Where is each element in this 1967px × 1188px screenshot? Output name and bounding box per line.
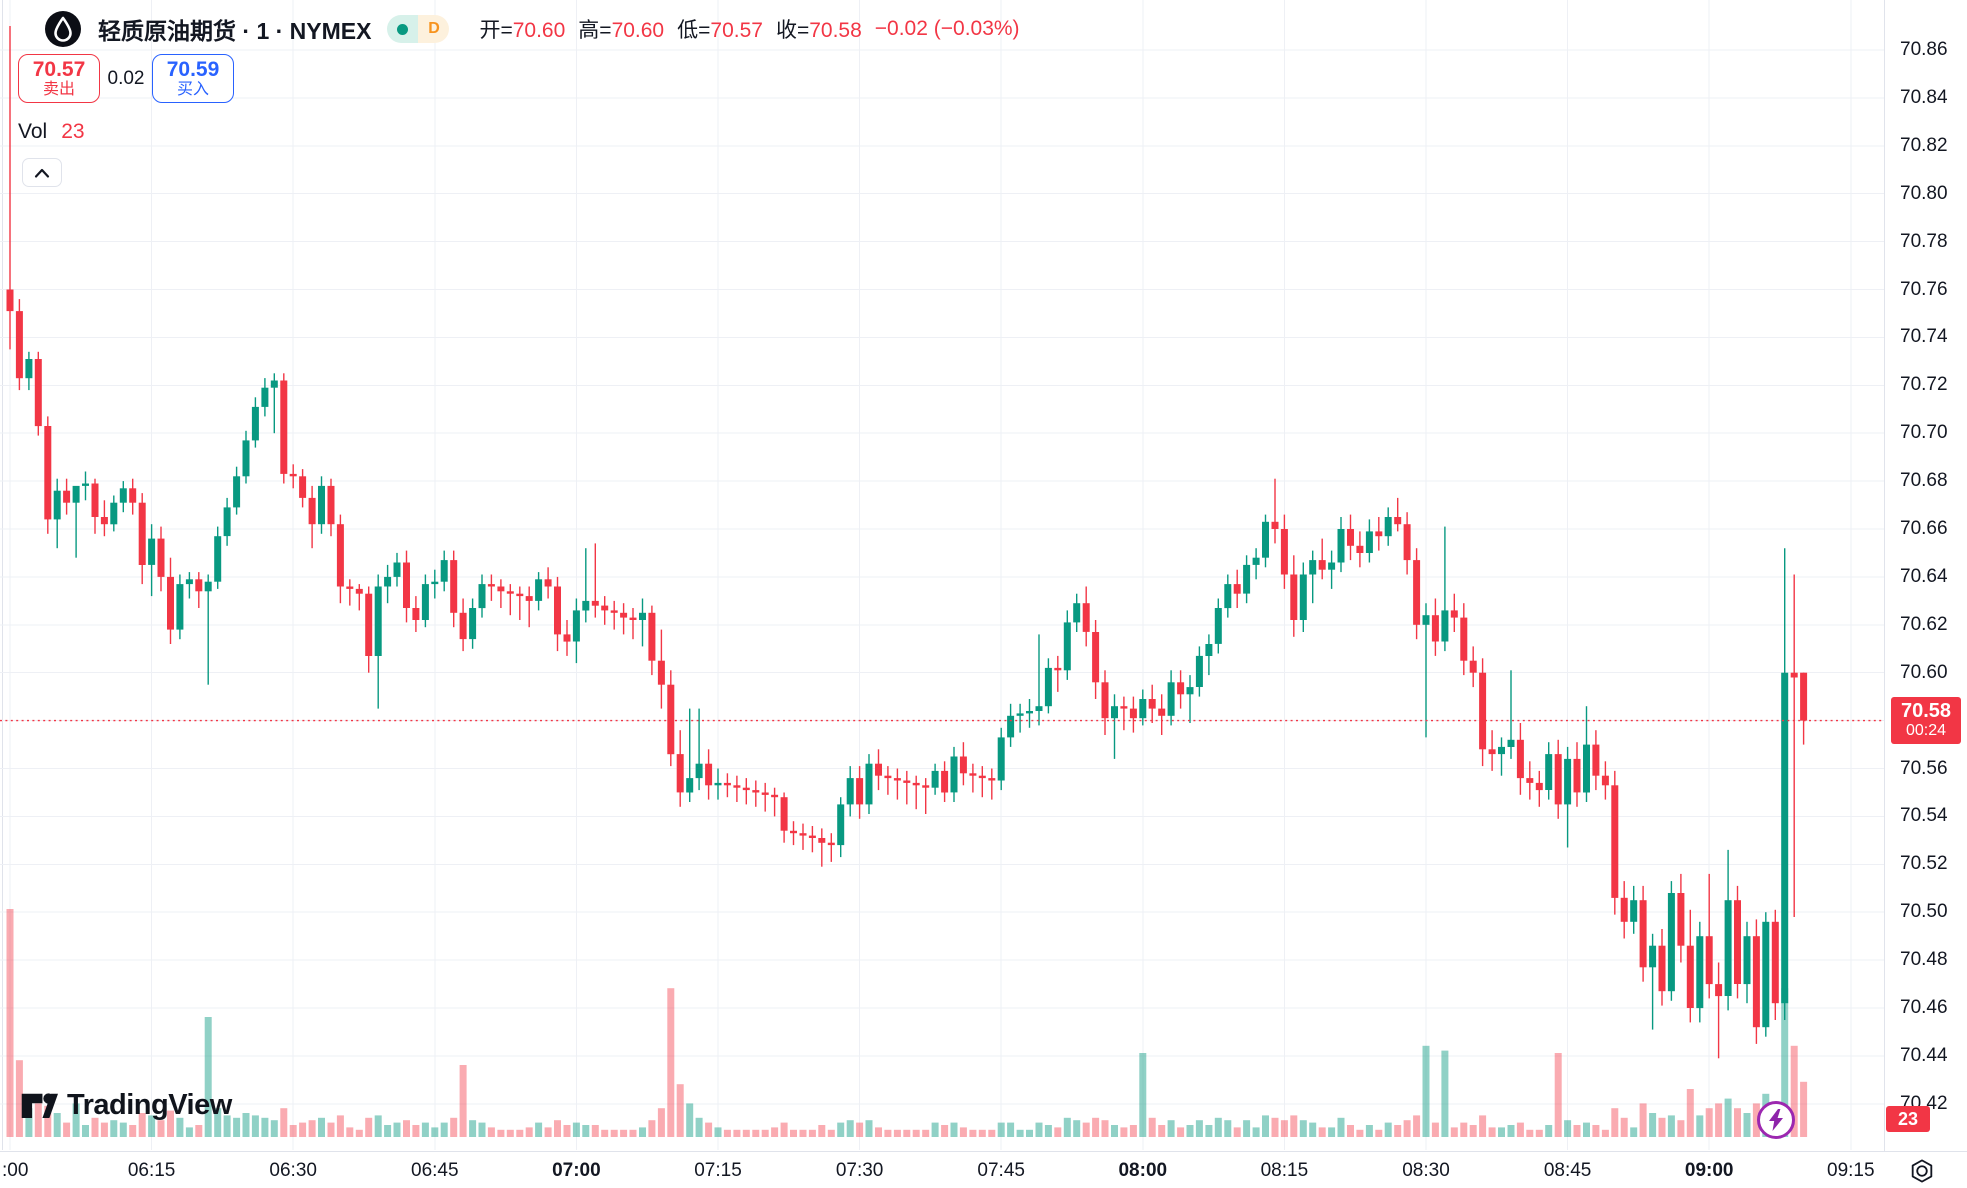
buy-button[interactable]: 70.59 买入 xyxy=(152,54,234,103)
price-tick-label: 70.52 xyxy=(1900,853,1948,875)
time-axis[interactable]: :00 06:15 06:30 06:45 07:00 07:15 07:30 07:45 08… xyxy=(0,1151,1967,1188)
price-tick-label: 70.50 xyxy=(1900,901,1948,923)
time-tick-label: 07:45 xyxy=(977,1160,1025,1181)
time-tick-label: :00 xyxy=(2,1160,29,1181)
collapse-pane-button[interactable] xyxy=(22,158,62,187)
chevron-up-icon xyxy=(34,168,50,178)
open-label: 开= xyxy=(479,19,513,42)
high-label: 高= xyxy=(578,19,612,42)
price-tick-label: 70.56 xyxy=(1900,757,1948,779)
time-tick-label: 09:00 xyxy=(1684,1160,1734,1181)
time-tick-label: 08:30 xyxy=(1402,1160,1450,1181)
price-tick-label: 70.68 xyxy=(1900,470,1948,492)
symbol-title[interactable]: 轻质原油期货 · 1 · NYMEX xyxy=(98,18,372,44)
time-tick-label: 08:00 xyxy=(1118,1160,1168,1181)
price-tick-label: 70.44 xyxy=(1900,1044,1948,1066)
trade-panel: 70.57 卖出 0.02 70.59 买入 xyxy=(18,54,234,103)
low-value: 70.57 xyxy=(710,19,763,42)
price-tick-label: 70.54 xyxy=(1900,805,1948,827)
open-value: 70.60 xyxy=(512,19,566,42)
price-tick-label: 70.74 xyxy=(1900,326,1948,348)
symbol-header: 轻质原油期货 · 1 · NYMEX D 开=70.60 高=70.60 低=7… xyxy=(44,10,1020,48)
volume-indicator-value: 23 xyxy=(61,120,85,143)
last-price-label: 70.58 00:24 xyxy=(1891,697,1961,745)
buy-price: 70.59 xyxy=(166,57,220,81)
price-tick-label: 70.72 xyxy=(1900,374,1948,396)
volume-indicator: Vol 23 xyxy=(18,120,85,144)
sell-button[interactable]: 70.57 卖出 xyxy=(18,54,100,103)
price-tick-label: 70.76 xyxy=(1900,278,1948,300)
oil-drop-logo-icon xyxy=(45,11,81,47)
settings-gear-icon[interactable] xyxy=(1909,1158,1935,1184)
high-value: 70.60 xyxy=(611,19,665,42)
tradingview-logo-icon xyxy=(21,1093,58,1118)
price-axis[interactable]: 70.86 70.84 70.82 70.80 70.78 70.76 70.74 70.72… xyxy=(1884,0,1967,1151)
time-tick-label: 06:45 xyxy=(411,1160,459,1181)
buy-label: 买入 xyxy=(176,81,209,99)
lightning-bolt-icon xyxy=(1769,1109,1783,1131)
price-tick-label: 70.84 xyxy=(1900,86,1948,108)
sell-price: 70.57 xyxy=(32,57,86,81)
price-tick-label: 70.46 xyxy=(1900,997,1948,1018)
price-tick-label: 70.70 xyxy=(1900,422,1948,444)
close-label: 收= xyxy=(775,19,810,42)
time-tick-label: 07:15 xyxy=(694,1160,742,1181)
price-tick-label: 70.82 xyxy=(1900,134,1948,156)
price-tick-label: 70.62 xyxy=(1900,613,1948,635)
spread-value: 0.02 xyxy=(107,67,145,89)
price-tick-label: 70.60 xyxy=(1900,661,1948,683)
tradingview-watermark-text: TradingView xyxy=(67,1088,232,1121)
bar-countdown: 00:24 xyxy=(1905,722,1947,740)
time-tick-label: 08:45 xyxy=(1543,1160,1592,1181)
price-tick-label: 70.80 xyxy=(1900,182,1948,204)
interval-d-label: D xyxy=(428,20,440,37)
close-value: 70.58 xyxy=(809,19,862,42)
time-tick-label: 06:15 xyxy=(127,1160,176,1181)
sell-label: 卖出 xyxy=(42,81,75,99)
time-tick-label: 07:00 xyxy=(552,1160,601,1181)
instant-order-lightning-button[interactable] xyxy=(1757,1101,1795,1139)
time-tick-label: 09:15 xyxy=(1827,1160,1875,1181)
last-price-value: 70.58 xyxy=(1900,700,1952,723)
volume-axis-label: 23 xyxy=(1886,1106,1930,1132)
price-tick-label: 70.86 xyxy=(1900,39,1948,60)
low-label: 低= xyxy=(677,19,711,42)
price-tick-label: 70.78 xyxy=(1900,230,1948,252)
price-tick-label: 70.48 xyxy=(1900,949,1948,971)
time-tick-label: 08:15 xyxy=(1260,1160,1309,1181)
change-value: −0.02 (−0.03%) xyxy=(874,17,1020,40)
price-tick-label: 70.66 xyxy=(1900,518,1948,539)
interval-badge[interactable]: D xyxy=(387,15,450,43)
ohlc-values: 开=70.60 高=70.60 低=70.57 收=70.58 −0.02 (−… xyxy=(479,14,1019,44)
price-tick-label: 70.64 xyxy=(1900,565,1948,587)
tradingview-watermark: TradingView xyxy=(20,1086,232,1124)
time-tick-label: 07:30 xyxy=(835,1160,884,1181)
market-status-dot-icon xyxy=(387,15,419,43)
time-tick-label: 06:30 xyxy=(269,1160,317,1181)
volume-indicator-label: Vol xyxy=(18,120,48,143)
